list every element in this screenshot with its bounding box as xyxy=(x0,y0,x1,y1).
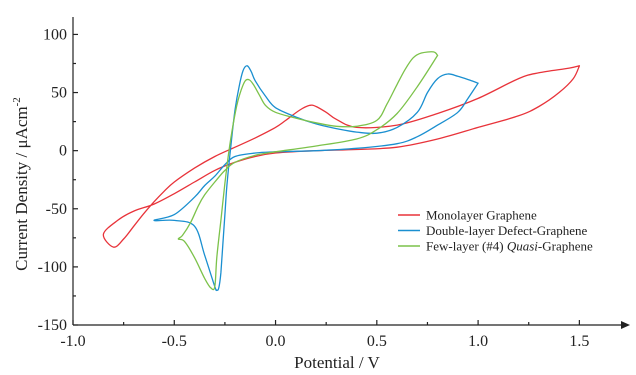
legend-label: Monolayer Graphene xyxy=(426,208,537,223)
x-tick-label: 0.5 xyxy=(367,333,387,350)
series-lines xyxy=(102,51,581,292)
legend-label: Double-layer Defect-Graphene xyxy=(426,223,588,238)
legend-label-part: Quasi xyxy=(507,239,538,254)
legend-label-part: Monolayer Graphene xyxy=(426,208,537,223)
legend-label-part: Double-layer Defect-Graphene xyxy=(426,223,588,238)
series-line-2 xyxy=(153,65,479,292)
y-tick-label: 50 xyxy=(51,85,67,102)
y-tick-label: -50 xyxy=(46,201,67,218)
x-tick-label: 0.0 xyxy=(266,333,286,350)
x-tick-label: 1.0 xyxy=(468,333,488,350)
y-tick-label: 0 xyxy=(59,143,67,160)
x-tick-label: -0.5 xyxy=(162,333,187,350)
y-tick-label: -150 xyxy=(38,317,67,334)
y-axis-title: Current Density / μAcm-2 xyxy=(11,97,31,271)
legend-label-part: Few-layer (#4) xyxy=(426,239,507,254)
x-axis-arrow xyxy=(621,321,630,329)
x-tick-label: 1.5 xyxy=(569,333,589,350)
series-line-3 xyxy=(177,51,439,291)
axes xyxy=(72,17,630,329)
y-tick-label: -100 xyxy=(38,259,67,276)
y-tick-label: 100 xyxy=(43,26,67,43)
legend-label: Few-layer (#4) Quasi-Graphene xyxy=(426,239,593,254)
y-axis-title-main: Current Density / μAcm xyxy=(12,106,31,270)
y-axis-title-sup: -2 xyxy=(11,97,23,106)
series-line-1 xyxy=(102,65,581,248)
legend-label-part: -Graphene xyxy=(538,239,593,254)
x-axis-title: Potential / V xyxy=(294,353,380,372)
x-tick-label: -1.0 xyxy=(60,333,85,350)
ticks: -150 -100 -50 0 50 100 -1.0 -0.5 0.0 0.5 1.0 1.5 xyxy=(38,26,590,350)
